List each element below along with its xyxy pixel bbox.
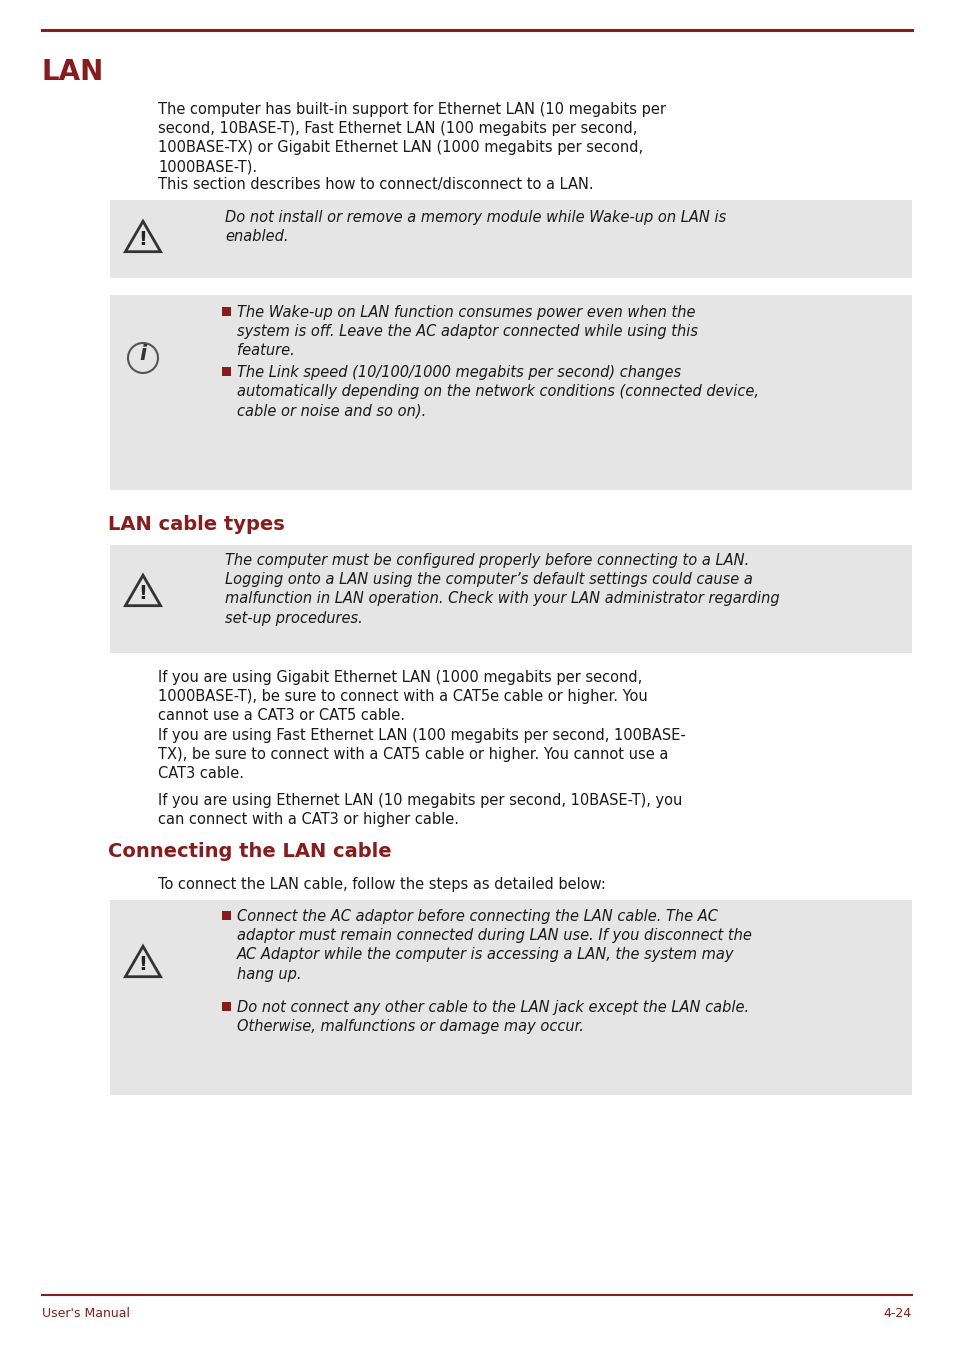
Text: To connect the LAN cable, follow the steps as detailed below:: To connect the LAN cable, follow the ste… [158,877,605,892]
Bar [222,1002,231,1011]
Text: !: ! [138,584,148,603]
Text: 4-24: 4-24 [882,1307,911,1319]
Bar [110,200,911,278]
Text: This section describes how to connect/disconnect to a LAN.: This section describes how to connect/di… [158,178,593,192]
Text: The Wake-up on LAN function consumes power even when the
system is off. Leave th: The Wake-up on LAN function consumes pow… [236,305,698,358]
Text: !: ! [138,955,148,974]
Text: User's Manual: User's Manual [42,1307,130,1319]
Text: Connect the AC adaptor before connecting the LAN cable. The AC
adaptor must rema: Connect the AC adaptor before connecting… [236,909,751,982]
Bar [222,911,231,920]
Text: Do not connect any other cable to the LAN jack except the LAN cable.
Otherwise, : Do not connect any other cable to the LA… [236,999,748,1034]
Text: !: ! [138,230,148,249]
Text: The computer has built-in support for Ethernet LAN (10 megabits per
second, 10BA: The computer has built-in support for Et… [158,102,665,175]
Text: If you are using Ethernet LAN (10 megabits per second, 10BASE-T), you
can connec: If you are using Ethernet LAN (10 megabi… [158,794,681,827]
Bar [110,900,911,1095]
Text: If you are using Gigabit Ethernet LAN (1000 megabits per second,
1000BASE-T), be: If you are using Gigabit Ethernet LAN (1… [158,670,647,724]
Text: LAN: LAN [42,58,104,86]
Text: If you are using Fast Ethernet LAN (100 megabits per second, 100BASE-
TX), be su: If you are using Fast Ethernet LAN (100 … [158,728,685,781]
Bar [222,367,231,377]
Bar [110,295,911,490]
Text: Connecting the LAN cable: Connecting the LAN cable [108,842,392,861]
Text: i: i [139,344,147,364]
Bar [222,307,231,316]
Text: The computer must be configured properly before connecting to a LAN.
Logging ont: The computer must be configured properly… [225,553,779,625]
Bar [110,545,911,654]
Text: LAN cable types: LAN cable types [108,515,284,534]
Text: Do not install or remove a memory module while Wake-up on LAN is
enabled.: Do not install or remove a memory module… [225,210,725,245]
Text: The Link speed (10/100/1000 megabits per second) changes
automatically depending: The Link speed (10/100/1000 megabits per… [236,364,759,418]
